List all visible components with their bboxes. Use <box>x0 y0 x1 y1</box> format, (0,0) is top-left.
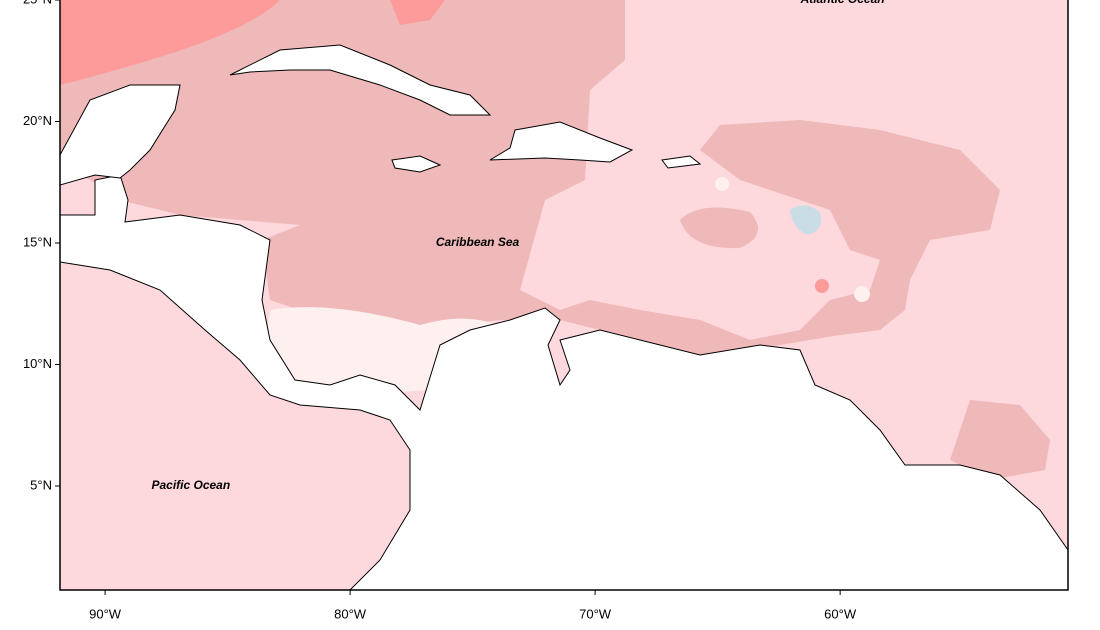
land <box>661 155 702 169</box>
x-tick-label: 60°W <box>824 606 857 621</box>
place-label: Pacific Ocean <box>151 478 230 492</box>
x-tick-label: 90°W <box>89 606 122 621</box>
field-high <box>815 279 829 293</box>
y-tick-label: 20°N <box>23 113 52 128</box>
field-low <box>715 177 729 191</box>
y-tick-label: 25°N <box>23 0 52 6</box>
land <box>391 155 442 173</box>
land <box>60 84 181 186</box>
axes: 90°W 80°W 70°W 60°W 25°N 20°N 15°N 10°N 5°N <box>23 0 857 621</box>
land <box>489 121 634 163</box>
map-frame <box>59 0 1069 591</box>
field-cool <box>790 205 822 235</box>
place-label: Caribbean Sea <box>436 235 520 249</box>
x-tick-label: 70°W <box>579 606 612 621</box>
place-label: Atlantic Ocean <box>800 0 885 6</box>
field-mid <box>950 400 1050 480</box>
land <box>60 174 1068 590</box>
field-high <box>390 0 445 25</box>
y-tick-label: 15°N <box>23 234 52 249</box>
field-mid <box>60 0 1000 360</box>
map-field <box>60 0 1068 590</box>
field-mid <box>680 207 758 249</box>
field-high <box>60 0 280 85</box>
field-low <box>854 286 870 302</box>
place-labels: Atlantic Ocean Caribbean Sea Pacific Ocean <box>151 0 884 492</box>
x-tick-label: 80°W <box>334 606 367 621</box>
y-tick-label: 10°N <box>23 356 52 371</box>
y-tick-label: 5°N <box>30 477 52 492</box>
land <box>229 44 492 116</box>
